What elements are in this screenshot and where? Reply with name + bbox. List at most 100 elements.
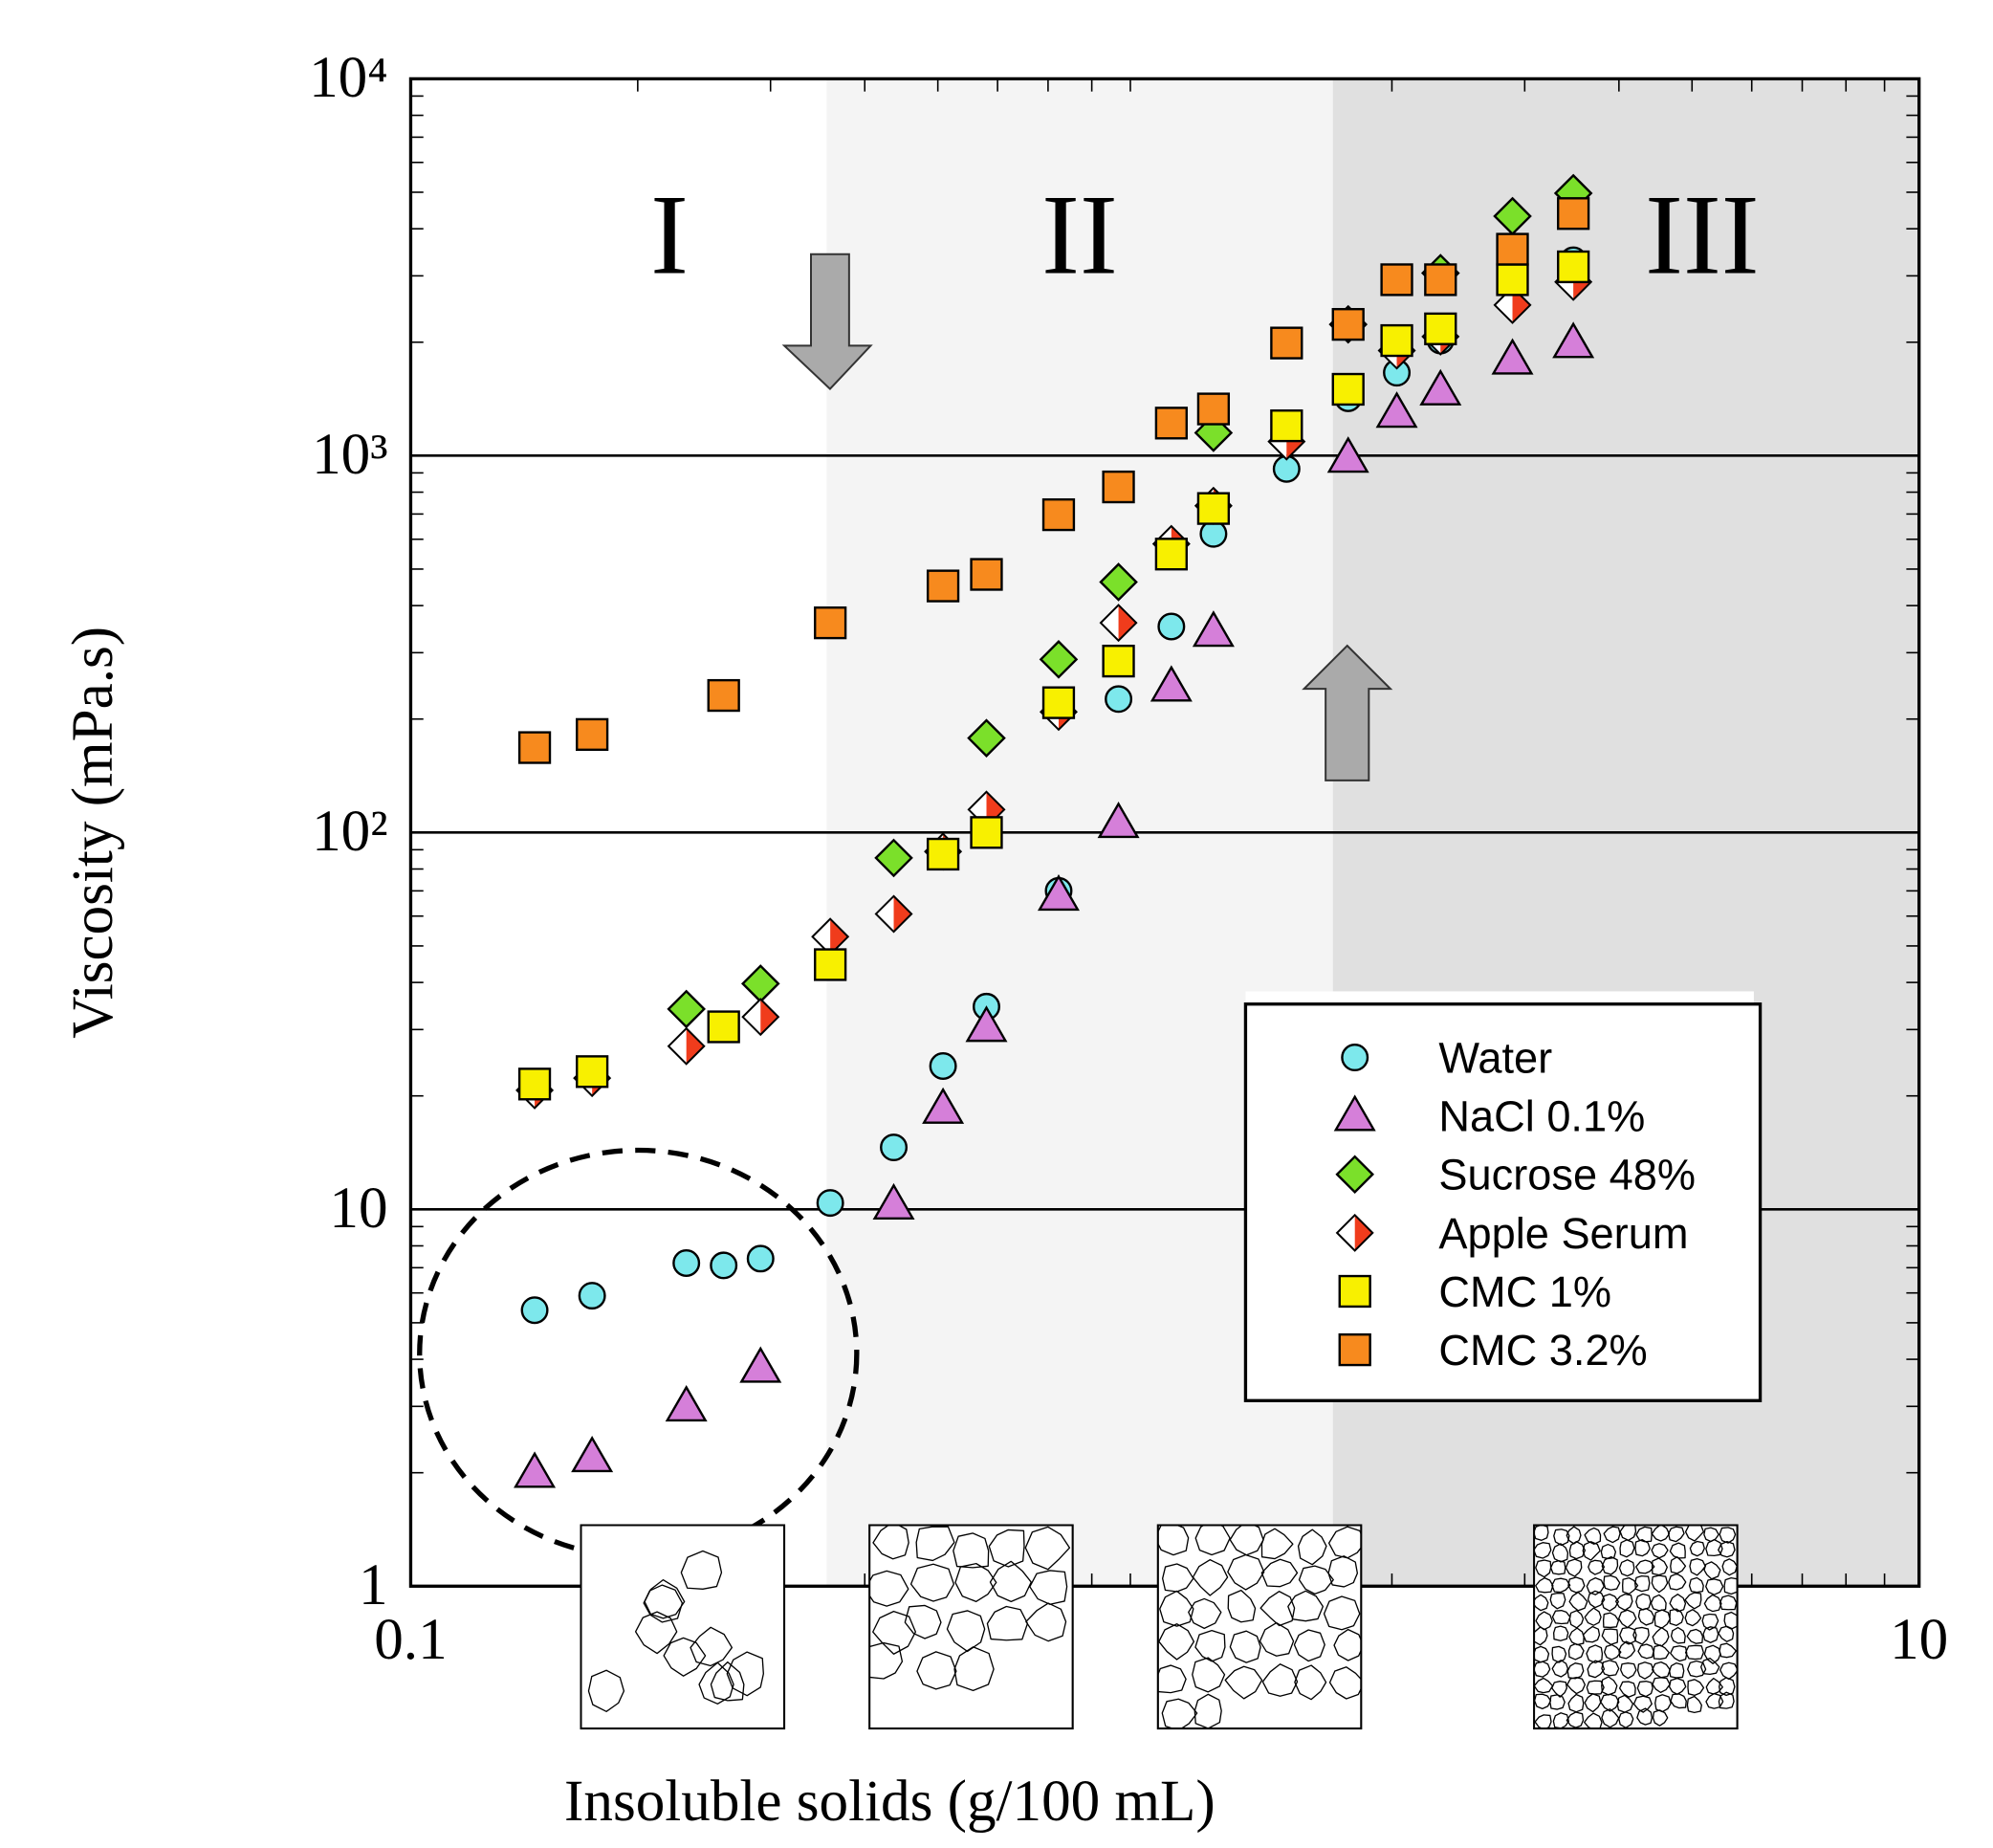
marker (967, 718, 1006, 758)
cell (1328, 1666, 1362, 1700)
region-label: II (1041, 171, 1118, 298)
cell (1687, 1660, 1707, 1678)
micrograph-frame (580, 1525, 785, 1729)
cell (1636, 1707, 1654, 1726)
marker (1041, 686, 1076, 719)
marker (517, 731, 552, 764)
cell (1551, 1681, 1568, 1698)
cell (1651, 1661, 1671, 1679)
cell (1566, 1677, 1587, 1695)
cell (946, 1610, 986, 1653)
marker (926, 837, 960, 871)
marker-outline (1335, 1213, 1374, 1252)
cell (1600, 1543, 1617, 1560)
cell (1689, 1540, 1705, 1557)
marker-outline (1099, 604, 1138, 643)
marker (739, 1346, 782, 1383)
cell (1582, 1541, 1601, 1561)
cell (1584, 1712, 1603, 1729)
legend-label: CMC 3.2% (1438, 1326, 1647, 1375)
cell (1614, 1593, 1633, 1612)
cell (1636, 1661, 1654, 1680)
marker (1099, 562, 1138, 602)
cell (1534, 1626, 1548, 1646)
cell (1535, 1576, 1554, 1594)
cell (698, 1661, 734, 1705)
cell (1618, 1711, 1634, 1728)
micrograph-frame (869, 1525, 1073, 1729)
y-tick-label: 10 (329, 1177, 387, 1241)
cell (1603, 1526, 1621, 1544)
cell (1634, 1574, 1651, 1593)
cell (1534, 1645, 1550, 1663)
marker (1331, 372, 1365, 407)
cell (663, 1637, 707, 1677)
cell (1604, 1643, 1622, 1661)
cell (1635, 1559, 1655, 1574)
marker-outline (667, 1026, 706, 1066)
marker (571, 1436, 614, 1473)
marker (1338, 1274, 1371, 1309)
cell (1224, 1665, 1263, 1700)
micrograph (1157, 1525, 1362, 1729)
cell (1705, 1538, 1723, 1557)
cell (690, 1626, 734, 1667)
cell (1635, 1526, 1653, 1543)
marker (1102, 644, 1135, 678)
cell (1651, 1574, 1669, 1594)
marker (1154, 538, 1188, 571)
cell (1551, 1577, 1571, 1594)
cell (1535, 1611, 1553, 1631)
cell (1669, 1593, 1687, 1613)
cell (1192, 1657, 1226, 1693)
marker (1326, 436, 1369, 473)
y-tick-label: 10² (312, 800, 387, 864)
marker (874, 838, 913, 878)
cell (1159, 1590, 1194, 1627)
cell (1634, 1538, 1651, 1557)
cell (1565, 1558, 1583, 1577)
cell (1603, 1574, 1621, 1591)
marker-left (875, 895, 894, 933)
cell (1618, 1681, 1636, 1698)
cell (1601, 1593, 1619, 1612)
cell (1670, 1556, 1687, 1574)
cell (1534, 1542, 1552, 1559)
cell (680, 1550, 723, 1590)
micrograph (580, 1525, 785, 1729)
cell (1651, 1557, 1668, 1576)
marker (929, 1052, 957, 1080)
marker (1496, 232, 1529, 266)
cell (1703, 1594, 1722, 1613)
cell (1637, 1643, 1654, 1660)
cell (915, 1526, 955, 1562)
cell (1637, 1607, 1655, 1626)
cell (1719, 1642, 1737, 1659)
cell (1323, 1595, 1361, 1631)
cell (1553, 1529, 1570, 1547)
cell (1652, 1709, 1669, 1727)
cell (904, 1604, 942, 1639)
x-axis-label: Insoluble solids (g/100 mL) (564, 1770, 1216, 1834)
cell (1582, 1625, 1601, 1643)
marker (576, 717, 609, 752)
cell (1686, 1695, 1702, 1714)
marker-right (1118, 605, 1137, 641)
marker (1196, 392, 1231, 426)
marker (665, 1384, 708, 1422)
cell (909, 1563, 955, 1602)
cell (1157, 1664, 1187, 1694)
micrograph-border (1156, 1524, 1363, 1730)
marker (1270, 409, 1303, 443)
cell (1194, 1629, 1226, 1662)
marker (816, 1189, 844, 1218)
cell (1552, 1712, 1569, 1729)
marker (1154, 407, 1188, 440)
cell (1651, 1543, 1669, 1559)
cell (1618, 1559, 1635, 1577)
cell (1158, 1623, 1195, 1661)
cell (1566, 1711, 1585, 1728)
marker (1039, 640, 1079, 679)
cell (1684, 1644, 1704, 1661)
cell (953, 1532, 990, 1569)
